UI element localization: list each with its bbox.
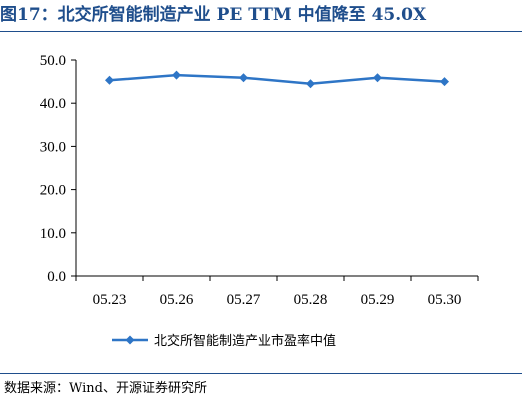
data-point <box>105 75 114 85</box>
x-tick-label: 05.29 <box>361 292 395 308</box>
x-tick-label: 05.23 <box>93 292 127 308</box>
legend-label: 北交所智能制造产业市盈率中值 <box>154 333 336 349</box>
data-point <box>440 77 449 87</box>
source-note: 数据来源：Wind、开源证券研究所 <box>4 381 207 396</box>
figure-title: 图17：北交所智能制造产业 PE TTM 中值降至 45.0X <box>0 5 427 25</box>
title-divider <box>0 31 522 32</box>
y-tick-label: 0.0 <box>47 269 66 285</box>
x-tick-label: 05.30 <box>428 292 462 308</box>
legend-marker <box>125 335 135 345</box>
data-point <box>239 73 248 83</box>
x-tick-label: 05.28 <box>294 292 328 308</box>
series-line <box>109 73 445 86</box>
y-tick-label: 30.0 <box>40 139 66 155</box>
y-tick-label: 10.0 <box>40 226 66 242</box>
y-tick-label: 20.0 <box>40 183 66 199</box>
x-tick-label: 05.26 <box>160 292 194 308</box>
x-tick-label: 05.27 <box>227 292 261 308</box>
source-divider <box>0 373 522 374</box>
data-point <box>373 73 382 83</box>
line-chart: 0.0 10.0 20.0 30.0 40.0 50.0 05.23 05.26 05.27 05… <box>0 34 522 370</box>
y-tick-label: 50.0 <box>40 53 66 69</box>
y-tick-label: 40.0 <box>40 96 66 112</box>
data-point <box>306 79 315 89</box>
data-point <box>172 70 181 80</box>
chart-canvas: 0.0 10.0 20.0 30.0 40.0 50.0 05.23 05.26 05.27 05… <box>40 53 479 349</box>
